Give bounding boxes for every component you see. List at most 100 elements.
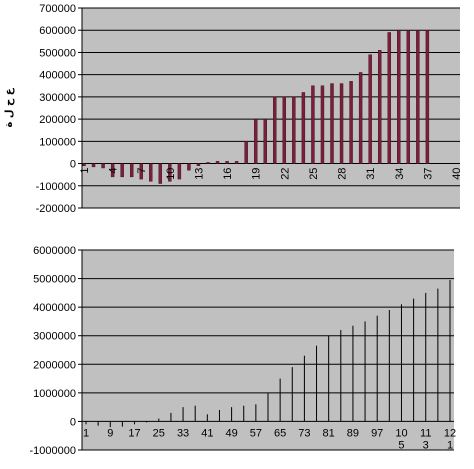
chart-2-x-tick-label: 33 [177, 427, 189, 439]
chart-2-bars [85, 280, 451, 428]
chart-2-bar [291, 367, 293, 422]
chart-2-bar [328, 335, 330, 422]
chart-1-bar [311, 85, 315, 164]
chart-2-x-tick-label: 9 [107, 427, 113, 439]
chart-2-x-tick-label-line2: 3 [423, 439, 429, 451]
chart-2-bar [218, 410, 220, 422]
chart-2-x-tick-label: 73 [298, 427, 310, 439]
chart-2-bar [279, 378, 281, 422]
chart-1-y-tick-label: -100000 [36, 181, 76, 193]
chart-2-x-tick-label-line2: 5 [398, 439, 404, 451]
chart-1-x-tick-label: 1 [79, 168, 91, 174]
chart-1-bar [416, 30, 420, 164]
chart-2-bar [364, 321, 366, 422]
chart-2-x-tick-label: 25 [153, 427, 165, 439]
chart-1-bar [187, 163, 191, 171]
chart-1-bar [320, 85, 325, 164]
chart-1-bar [263, 118, 267, 164]
chart-2-bar [303, 355, 305, 422]
chart-2-y-tick-label: 3000000 [33, 331, 76, 343]
chart-2-x-tick-label: 89 [347, 427, 359, 439]
chart-2-bar [316, 345, 318, 422]
chart-2-bar [413, 298, 415, 422]
chart-1-y-tick-label: 200000 [39, 114, 76, 126]
chart-1-bar [225, 161, 229, 164]
chart-1-x-tick-label: 40 [451, 168, 463, 180]
chart-1-x-tick-label: 13 [193, 168, 205, 180]
chart-1-bar [215, 161, 220, 164]
chart-2-x-tick-label: 57 [250, 427, 262, 439]
chart-2-x-tick-label: 12 [444, 427, 456, 439]
chart-2-bar [206, 414, 208, 422]
chart-1-x-tick-label: 16 [222, 168, 234, 180]
chart-1-bar [253, 118, 258, 164]
chart-1-bar [397, 30, 401, 164]
chart-2-x-tick-label: 11 [420, 427, 431, 439]
chart-2-x-tick-label: 41 [201, 427, 213, 439]
chart-2-bar [243, 405, 245, 422]
chart-1-bar [234, 161, 239, 164]
chart-2-x-tick-label: 10 [395, 427, 407, 439]
chart-1-y-tick-label: 500000 [39, 47, 76, 59]
chart-2-bar [449, 280, 451, 422]
chart-2-bar [352, 325, 354, 422]
chart-1-y-axis-label: ع ح ل ة [4, 87, 15, 127]
chart-2-bar [121, 421, 123, 427]
chart-1-bar [206, 162, 210, 164]
chart-2: -1000000 0 1000000 2000000 3000000 4000000 500… [30, 245, 457, 457]
chart-2-y-tick-label: 5000000 [33, 274, 76, 286]
chart-2-y-tick-label: 6000000 [33, 245, 76, 257]
chart-1-bar [425, 30, 430, 164]
chart-1: -200000 -100000 0 100000 200000 300000 400000 5… [4, 3, 463, 215]
chart-2-bar [134, 421, 136, 425]
chart-2-bar [388, 310, 390, 422]
chart-1-bar [168, 163, 172, 182]
chart-1-bar [120, 163, 124, 178]
chart-2-bar [109, 421, 111, 428]
chart-2-x-tick-label-line2: 1 [447, 439, 453, 451]
chart-1-x-tick-label: 10 [165, 168, 177, 180]
chart-1-y-tick-label: 0 [70, 159, 76, 171]
chart-1-bar [292, 96, 296, 164]
chart-1-x-tick-label: 31 [365, 168, 377, 180]
chart-1-bar [177, 163, 182, 180]
chart-2-y-tick-label: 0 [70, 416, 76, 428]
chart-1-x-ticks: 1 4 7 10 13 16 19 22 25 28 31 34 37 40 [79, 168, 463, 180]
chart-2-bar [231, 407, 233, 422]
chart-1-plot-area [82, 8, 460, 208]
chart-1-bar [406, 30, 411, 164]
chart-2-x-tick-label: 49 [225, 427, 237, 439]
chart-1-x-tick-label: 19 [251, 168, 263, 180]
chart-1-bar [273, 96, 277, 164]
chart-1-bar [358, 72, 363, 164]
chart-1-x-tick-label: 22 [279, 168, 291, 180]
chart-1-bar [349, 81, 353, 164]
chart-2-x-tick-label: 65 [274, 427, 286, 439]
chart-1-bar [82, 163, 86, 166]
chart-1-bar [149, 163, 153, 182]
chart-1-bar [129, 163, 134, 178]
chart-1-bar [339, 83, 344, 164]
chart-1-x-tick-label: 4 [108, 168, 120, 174]
chart-1-y-tick-label: -200000 [36, 203, 76, 215]
chart-1-x-tick-label: 25 [308, 168, 320, 180]
chart-1-x-tick-label: 34 [394, 168, 406, 180]
chart-1-y-tick-label: 400000 [39, 70, 76, 82]
chart-1-y-tick-label: 300000 [39, 92, 76, 104]
chart-1-x-tick-label: 28 [337, 168, 349, 180]
chart-2-bar [255, 404, 257, 422]
chart-2-y-ticks: -1000000 0 1000000 2000000 3000000 4000000 500… [30, 245, 83, 457]
chart-1-bar [196, 163, 201, 166]
chart-2-x-tick-label: 17 [128, 427, 140, 439]
chart-2-bar [85, 421, 87, 425]
chart-1-bars [82, 30, 430, 184]
chart-1-y-tick-label: 100000 [39, 136, 76, 148]
chart-1-bar [330, 83, 334, 164]
chart-2-bar [97, 421, 99, 426]
chart-1-bar [377, 50, 382, 164]
chart-1-bar [368, 54, 372, 164]
chart-2-bar [182, 407, 184, 422]
chart-2-bar [267, 392, 269, 422]
